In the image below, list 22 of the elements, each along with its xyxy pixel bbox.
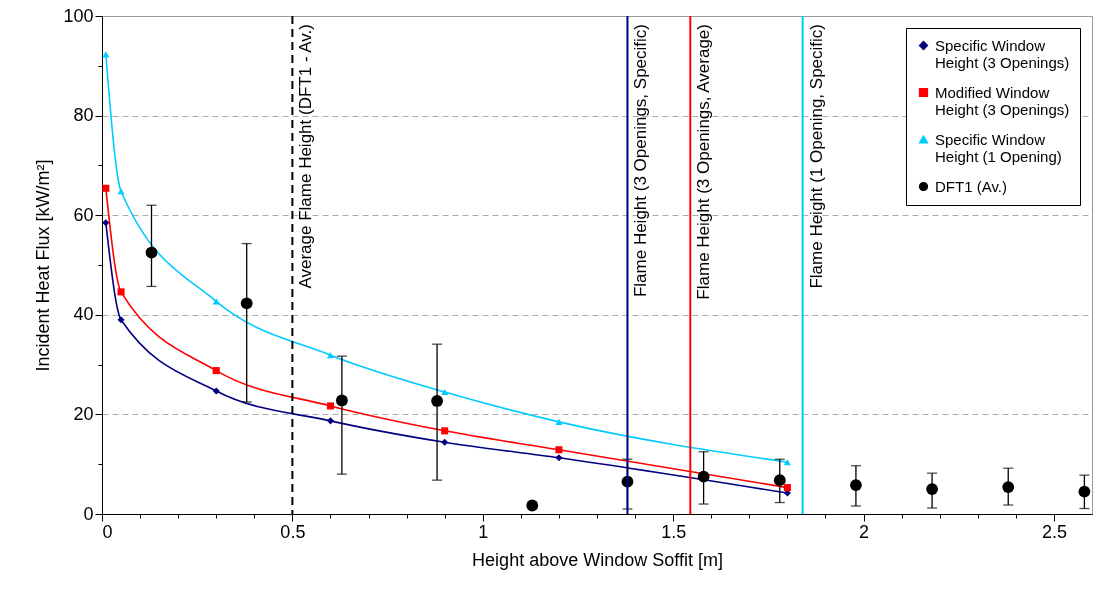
legend-label: Specific Window Height (1 Opening) [935, 130, 1062, 165]
y-tick-label: 0 [83, 503, 94, 524]
y-tick-label: 20 [73, 403, 94, 424]
x-tick-label: 0 [102, 521, 113, 542]
ref-line-label: Flame Height (3 Openings, Specific) [631, 24, 651, 298]
ref-line-label: Flame Height (1 Opening, Specific) [806, 24, 826, 289]
legend-label: Modified Window Height (3 Openings) [935, 83, 1070, 118]
y-tick-label: 40 [73, 304, 94, 325]
legend-label: Specific Window Height (3 Openings) [935, 36, 1070, 71]
ref-line-label: Flame Height (3 Openings, Average) [694, 24, 714, 300]
x-tick-label: 2 [859, 521, 870, 542]
y-axis-title: Incident Heat Flux [kW/m²] [33, 159, 54, 372]
y-tick-label: 100 [63, 5, 94, 26]
x-tick-label: 2.5 [1041, 521, 1067, 542]
legend-label: DFT1 (Av.) [935, 177, 1007, 195]
x-axis-title: Height above Window Soffit [m] [472, 549, 723, 570]
y-tick-label: 60 [73, 204, 94, 225]
y-tick-label: 80 [73, 105, 94, 126]
x-tick-label: 1 [478, 521, 489, 542]
x-tick-label: 0.5 [280, 521, 306, 542]
ref-line-label: Average Flame Height (DFT1 - Av.) [296, 24, 316, 289]
x-tick-label: 1.5 [661, 521, 687, 542]
